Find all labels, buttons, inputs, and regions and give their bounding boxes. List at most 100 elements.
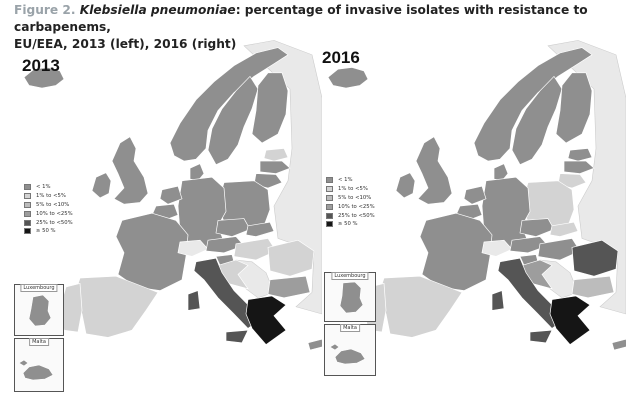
malta-inset-label: Malta [29, 338, 49, 346]
country-france [419, 212, 493, 291]
europe-map-2013 [23, 40, 322, 351]
country-austria [509, 236, 549, 254]
luxembourg-inset-label: Luxembourg [331, 272, 369, 280]
legend-label: ≥ 50 % [338, 221, 358, 228]
legend-label: ≥ 50 % [36, 228, 56, 235]
country-bulgaria [571, 275, 615, 299]
legend-label: 25% to <50% [338, 212, 375, 219]
country-romania [571, 239, 619, 277]
legend-item: 10% to <25% [326, 202, 375, 211]
legend-label: 10% to <25% [338, 203, 375, 210]
legend-item: 10% to <25% [24, 209, 73, 218]
legend-label: < 1% [338, 177, 353, 184]
year-label-2016: 2016 [322, 48, 360, 67]
legend-item: 1% to <5% [326, 185, 375, 194]
luxembourg-inset-2016: Luxembourg [324, 272, 376, 322]
malta-shape [329, 343, 366, 365]
legend-swatch [24, 184, 31, 191]
legend-item: 25% to <50% [24, 218, 73, 227]
legend-swatch [24, 219, 31, 226]
species-name: Klebsiella pneumoniae [79, 3, 236, 17]
legend-item: ≥ 50 % [24, 227, 73, 236]
luxembourg-shape [339, 281, 364, 314]
legend-swatch [24, 228, 31, 235]
legend-swatch [24, 193, 31, 200]
country-ireland [395, 172, 416, 199]
malta-inset-2013: Malta [14, 338, 64, 392]
legend-swatch [326, 194, 333, 201]
country-ireland [91, 172, 112, 199]
malta-inset-label: Malta [340, 324, 360, 332]
legend-swatch [24, 201, 31, 208]
legend-swatch [326, 221, 333, 228]
legend-swatch [24, 210, 31, 217]
luxembourg-inset-label: Luxembourg [20, 284, 58, 292]
legend-swatch [326, 212, 333, 219]
year-label-2013: 2013 [22, 56, 60, 75]
country-slovakia [549, 221, 579, 237]
country-norway [473, 47, 593, 162]
legend-label: 5% to <10% [338, 194, 372, 201]
legend-label: 1% to <5% [338, 186, 368, 193]
legend-label: < 1% [36, 184, 51, 191]
country-denmark [189, 163, 205, 182]
map-panel-2016: 2016 < 1% 1% to <5% 5% to <10% 10% to <25% 2… [316, 40, 626, 395]
country-austria [205, 236, 245, 254]
malta-inset-2016: Malta [324, 324, 376, 376]
country-italy [187, 257, 259, 344]
country-greece [245, 295, 287, 346]
luxembourg-inset-2013: Luxembourg [14, 284, 64, 336]
country-hungary [537, 238, 581, 261]
country-bulgaria [267, 275, 311, 299]
country-latvia [259, 160, 291, 174]
country-uk [111, 136, 149, 205]
country-sweden [207, 75, 259, 166]
country-estonia [263, 148, 289, 162]
legend-label: 10% to <25% [36, 210, 73, 217]
legend-item: < 1% [24, 183, 73, 192]
legend-2016: < 1% 1% to <5% 5% to <10% 10% to <25% 25% to… [326, 176, 375, 229]
figure-caption: Figure 2. Klebsiella pneumoniae: percent… [14, 2, 629, 53]
country-france [115, 212, 189, 291]
country-finland [251, 72, 289, 144]
country-czechia [215, 218, 251, 237]
legend-swatch [326, 203, 333, 210]
map-panel-2013: 2013 < 1% 1% to <5% 5% to <10% 10% to <25% 2… [12, 40, 322, 395]
caption-text-line2: EU/EEA, 2013 (left), 2016 (right) [14, 37, 237, 51]
country-czechia [519, 218, 555, 237]
luxembourg-shape [28, 294, 52, 327]
country-iceland [327, 67, 369, 89]
country-netherlands [159, 185, 183, 205]
legend-swatch [326, 186, 333, 193]
country-finland [555, 72, 593, 144]
legend-label: 1% to <5% [36, 193, 66, 200]
legend-item: 1% to <5% [24, 192, 73, 201]
malta-shape [18, 359, 54, 381]
legend-swatch [326, 177, 333, 184]
country-cyprus [307, 338, 322, 351]
country-latvia [563, 160, 595, 174]
country-hungary [233, 238, 277, 261]
country-switzerland [177, 239, 209, 257]
country-netherlands [463, 185, 487, 205]
country-romania [267, 239, 315, 277]
legend-item: 5% to <10% [24, 201, 73, 210]
country-norway [169, 47, 289, 162]
country-switzerland [481, 239, 513, 257]
country-denmark [493, 163, 509, 182]
country-slovakia [245, 221, 275, 237]
caption-text-line1: : percentage of invasive isolates with r… [14, 3, 588, 34]
country-uk [415, 136, 453, 205]
legend-label: 25% to <50% [36, 219, 73, 226]
legend-item: 5% to <10% [326, 194, 375, 203]
country-cyprus [611, 338, 626, 351]
europe-map-2016 [327, 40, 626, 351]
legend-2013: < 1% 1% to <5% 5% to <10% 10% to <25% 25% to… [24, 183, 73, 236]
country-sweden [511, 75, 563, 166]
figure-label: Figure 2. [14, 3, 76, 17]
legend-item: 25% to <50% [326, 211, 375, 220]
country-greece [549, 295, 591, 346]
legend-item: ≥ 50 % [326, 220, 375, 229]
country-iceland [23, 67, 65, 89]
legend-label: 5% to <10% [36, 201, 70, 208]
